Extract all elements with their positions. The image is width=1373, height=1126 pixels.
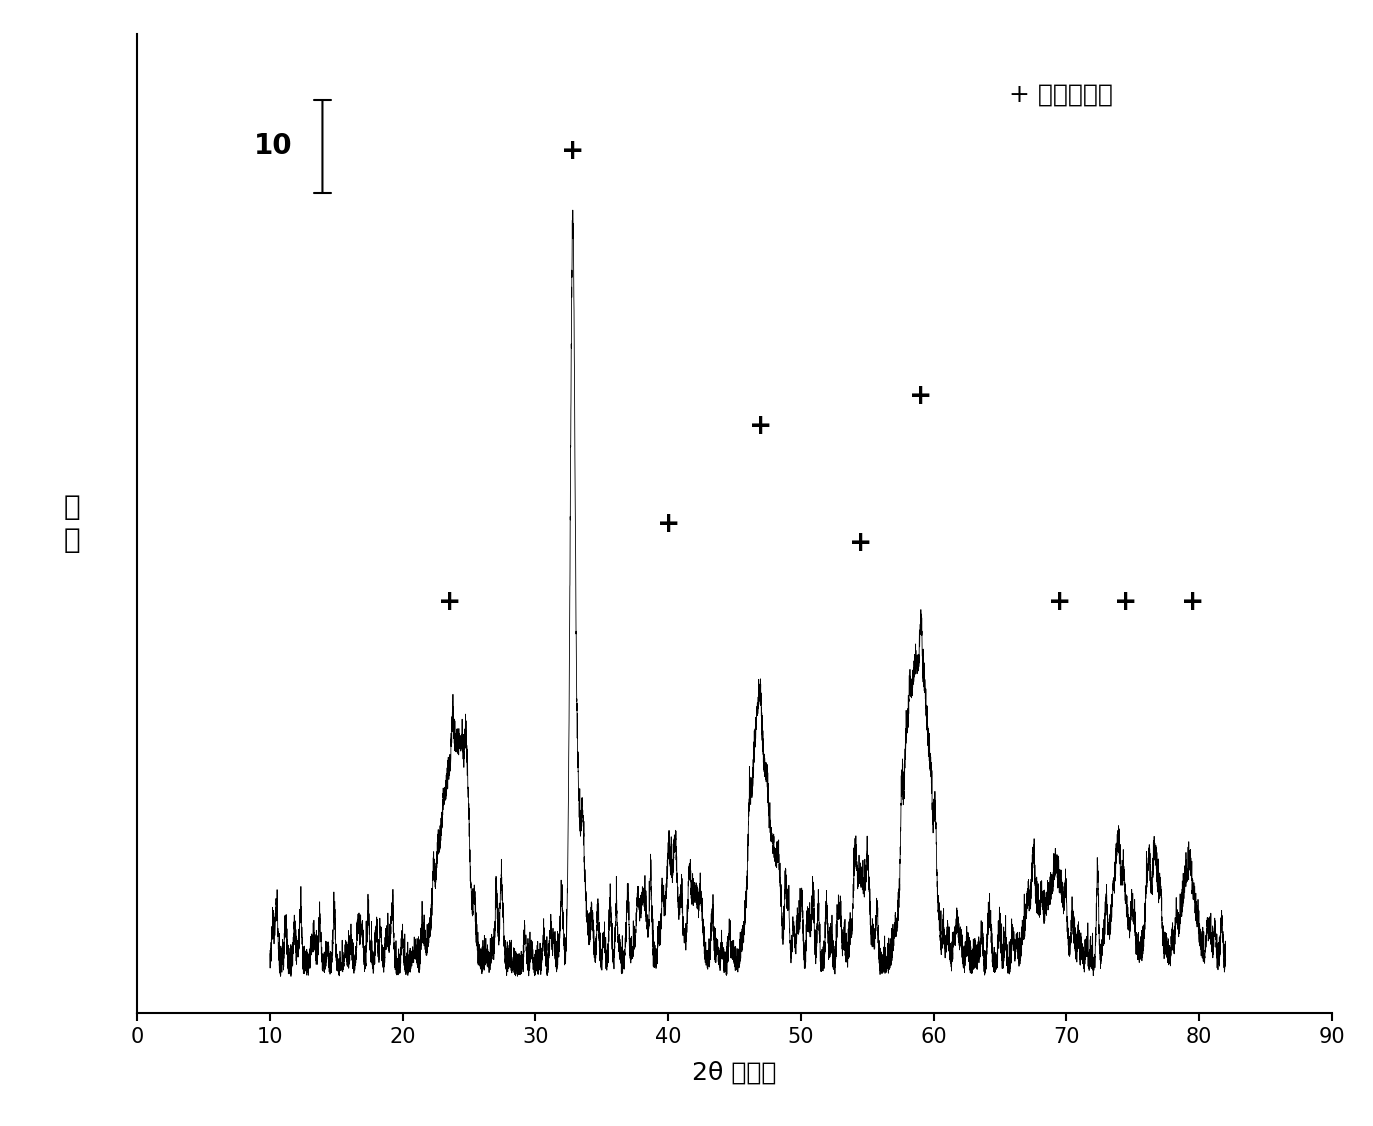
- Text: 10: 10: [254, 133, 292, 160]
- Text: 强
度: 强 度: [63, 493, 80, 554]
- X-axis label: 2θ （度）: 2θ （度）: [692, 1061, 777, 1084]
- Text: +: +: [1048, 588, 1071, 616]
- Text: +: +: [562, 137, 585, 166]
- Text: +: +: [909, 382, 932, 410]
- Text: +: +: [1181, 588, 1204, 616]
- Text: +: +: [750, 412, 773, 439]
- Text: + 钓针矿结构: + 钓针矿结构: [1009, 82, 1114, 107]
- Text: +: +: [438, 588, 461, 616]
- Text: +: +: [849, 529, 872, 557]
- Text: +: +: [1115, 588, 1138, 616]
- Text: +: +: [656, 510, 680, 537]
